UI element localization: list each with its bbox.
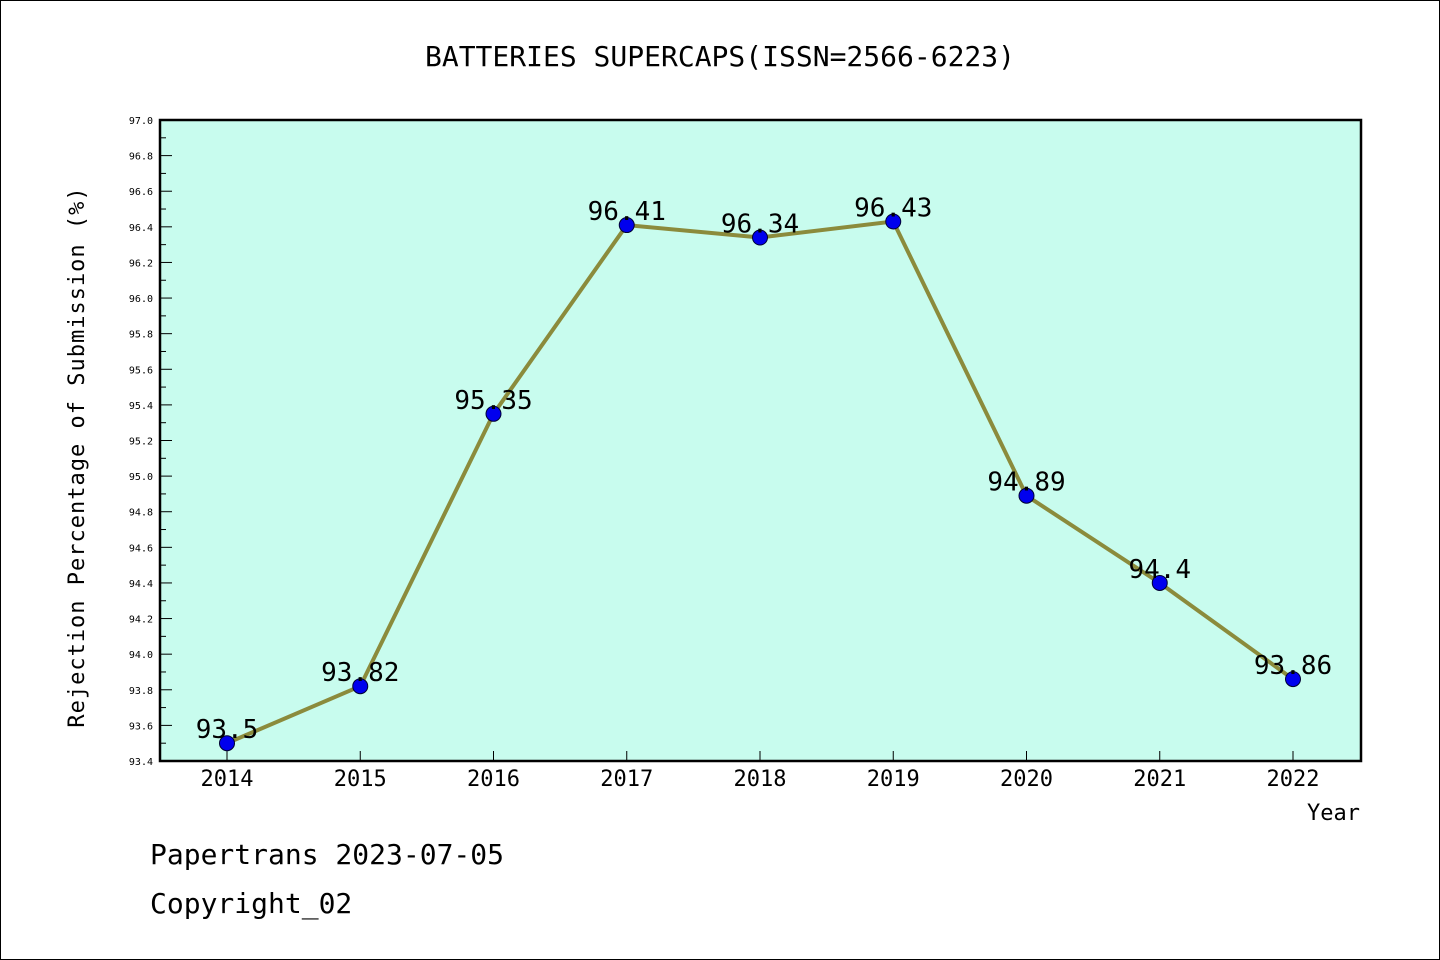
y-tick-label: 95.2 [129, 437, 153, 448]
data-point [1285, 671, 1301, 688]
y-axis: 93.4 93.6 93.8 94.0 94.2 94.4 94.6 94.8 95.0 95.2… [129, 116, 172, 768]
y-tick-label: 94.4 [129, 579, 153, 590]
data-label: 95.35 [454, 386, 532, 416]
y-tick-label: 94.2 [129, 615, 153, 626]
x-tick-label: 2014 [201, 767, 254, 792]
y-tick-label: 96.2 [129, 258, 153, 269]
x-axis-title: Year [1307, 801, 1360, 826]
data-point [219, 735, 235, 752]
y-tick-label: 96.8 [129, 152, 153, 163]
y-tick-label: 95.0 [129, 472, 153, 483]
y-tick-label: 94.8 [129, 508, 153, 519]
data-point [618, 217, 635, 234]
x-tick-label: 2015 [334, 767, 387, 792]
x-tick-label: 2020 [1000, 767, 1053, 792]
y-tick-label: 95.4 [129, 401, 153, 412]
y-tick-label: 93.6 [129, 721, 153, 732]
data-labels: 93.5 93.82 95.35 96.41 96.34 96.43 94.89 94.4 93… [196, 193, 1332, 745]
x-tick-label: 2016 [467, 767, 520, 792]
data-label: 96.34 [721, 210, 799, 240]
data-label: 94.89 [987, 468, 1065, 498]
y-tick-label: 93.4 [129, 757, 153, 768]
data-label: 93.5 [196, 715, 259, 745]
data-label: 96.43 [854, 193, 932, 223]
data-label: 93.82 [321, 658, 399, 688]
footer-copyright: Copyright_02 [150, 887, 352, 921]
series-line-group [219, 213, 1301, 752]
data-point [485, 405, 502, 422]
y-tick-label: 96.6 [129, 187, 153, 198]
data-label: 96.41 [588, 197, 666, 227]
footer-date: Papertrans 2023-07-05 [150, 838, 504, 871]
data-point [352, 678, 369, 695]
data-point [1018, 487, 1035, 504]
x-tick-label: 2021 [1133, 767, 1186, 792]
x-tick-label: 2018 [734, 767, 787, 792]
y-tick-label: 95.8 [129, 330, 153, 341]
y-tick-label: 97.0 [129, 116, 153, 127]
data-point [1151, 574, 1168, 591]
data-point [752, 229, 768, 246]
y-tick-label: 93.8 [129, 686, 153, 697]
chart-title: BATTERIES SUPERCAPS(ISSN=2566-6223) [425, 40, 1015, 73]
y-tick-label: 96.4 [129, 223, 153, 234]
data-label: 93.86 [1254, 651, 1332, 681]
y-axis-title: Rejection Percentage of Submission (%) [65, 186, 90, 727]
x-tick-label: 2019 [867, 767, 920, 792]
data-label: 94.4 [1128, 555, 1191, 585]
y-tick-label: 95.6 [129, 365, 153, 376]
x-tick-label: 2017 [600, 767, 653, 792]
y-tick-label: 96.0 [129, 294, 153, 305]
y-tick-label: 94.0 [129, 650, 153, 661]
plot-area [158, 118, 1363, 763]
x-axis: 2014 2015 2016 2017 2018 2019 2020 2021 2022 [201, 751, 1320, 792]
data-point [885, 213, 902, 230]
x-tick-label: 2022 [1267, 767, 1320, 792]
y-tick-label: 94.6 [129, 543, 153, 554]
